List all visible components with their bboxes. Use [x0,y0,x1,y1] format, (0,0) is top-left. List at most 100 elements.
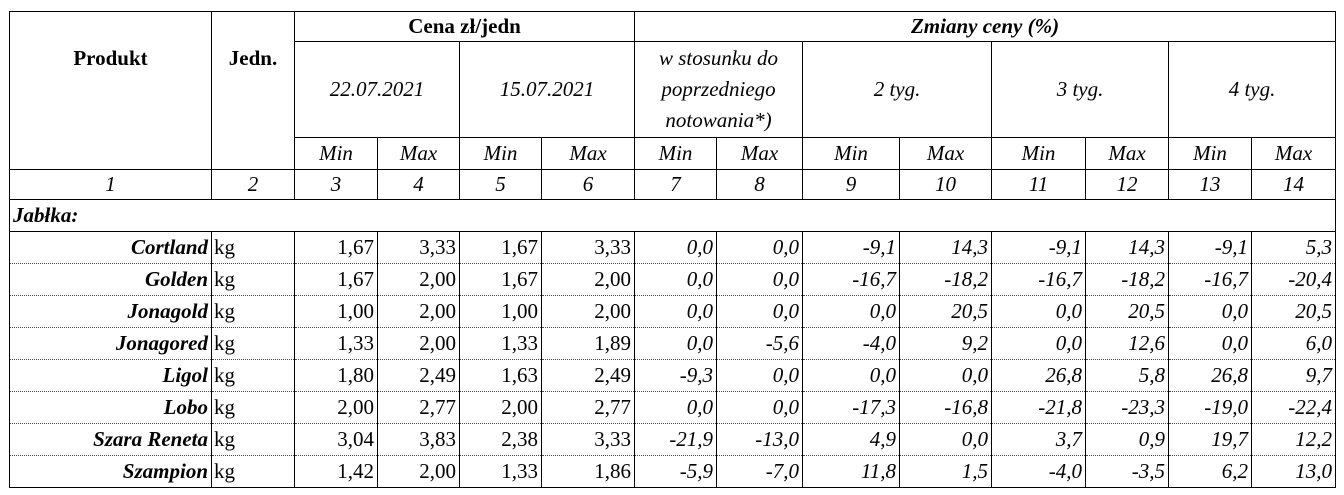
change-cell: 0,0 [634,391,718,424]
change-cell: -23,3 [1085,391,1170,424]
change-cell: 5,8 [1085,359,1170,392]
product-name: Ligol [9,359,212,392]
change-cell: 0,0 [1168,327,1253,360]
table-row: Golden kg 1,67 2,00 1,67 2,00 0,0 0,0 -16,7 -18,2… [9,263,1337,296]
change-cell: -16,7 [802,263,901,296]
change-cell: -19,0 [1168,391,1253,424]
price-cell: 1,42 [294,455,378,488]
change-cell: 0,0 [716,295,804,328]
product-unit: kg [211,295,295,328]
header-4-weeks: 4 tyg. [1168,41,1337,138]
change-cell: -16,7 [991,263,1087,296]
price-cell: 1,67 [459,231,542,264]
price-cell: 2,00 [541,295,636,328]
price-cell: 1,89 [541,327,636,360]
price-cell: 2,00 [377,455,460,488]
change-cell: -9,1 [1168,231,1253,264]
change-cell: 11,8 [802,455,901,488]
product-name: Cortland [9,231,212,264]
header-previous-notation: w stosunku do poprzedniego notowania*) [634,41,804,138]
column-number: 6 [541,169,636,200]
change-cell: 20,5 [1085,295,1170,328]
price-cell: 1,67 [294,231,378,264]
change-cell: -7,0 [716,455,804,488]
column-number: 10 [899,169,993,200]
table-row: Szampion kg 1,42 2,00 1,33 1,86 -5,9 -7,0 11,8 1,… [9,455,1337,488]
change-cell: 14,3 [1085,231,1170,264]
price-cell: 1,00 [294,295,378,328]
change-cell: -3,5 [1085,455,1170,488]
change-cell: -13,0 [716,423,804,456]
change-cell: 5,3 [1251,231,1337,264]
column-number: 8 [716,169,804,200]
change-cell: -20,4 [1251,263,1337,296]
price-cell: 1,86 [541,455,636,488]
header-produkt: Produkt [9,11,212,170]
price-cell: 1,33 [294,327,378,360]
price-table: Produkt Jedn. Cena zł/jedn Zmiany ceny (… [8,11,1337,488]
column-number: 2 [211,169,295,200]
table-row: Jonagold kg 1,00 2,00 1,00 2,00 0,0 0,0 0,0 20,5 0… [9,295,1337,328]
change-cell: -4,0 [802,327,901,360]
change-cell: 12,6 [1085,327,1170,360]
product-name: Jonagored [9,327,212,360]
table-row: Jonagored kg 1,33 2,00 1,33 1,89 0,0 -5,6 -4,0 9,… [9,327,1337,360]
header-min: Min [802,137,901,170]
price-cell: 2,77 [541,391,636,424]
change-cell: 13,0 [1251,455,1337,488]
column-number: 5 [459,169,542,200]
price-cell: 1,67 [459,263,542,296]
header-max: Max [1251,137,1337,170]
change-cell: 19,7 [1168,423,1253,456]
product-name: Golden [9,263,212,296]
header-min: Min [459,137,542,170]
header-max: Max [899,137,993,170]
column-number: 14 [1251,169,1337,200]
header-2-weeks: 2 tyg. [802,41,993,138]
price-cell: 1,33 [459,327,542,360]
section-label-jablka: Jabłka: [8,199,1337,232]
header-max: Max [377,137,460,170]
column-number: 11 [991,169,1087,200]
column-number: 4 [377,169,460,200]
price-cell: 2,77 [377,391,460,424]
data-rows: Cortland kg 1,67 3,33 1,67 3,33 0,0 0,0 -9,1 14,3… [9,231,1337,488]
price-cell: 1,00 [459,295,542,328]
change-cell: 0,0 [716,359,804,392]
table-row: Szara Reneta kg 3,04 3,83 2,38 3,33 -21,9 -13,0… [9,423,1337,456]
product-unit: kg [211,455,295,488]
price-cell: 3,33 [541,231,636,264]
change-cell: -21,9 [634,423,718,456]
column-number: 3 [294,169,378,200]
price-cell: 2,49 [541,359,636,392]
change-cell: 26,8 [1168,359,1253,392]
header-min: Min [294,137,378,170]
price-cell: 2,00 [377,327,460,360]
header-date-current: 22.07.2021 [294,41,460,138]
change-cell: -16,8 [899,391,993,424]
change-cell: 0,0 [899,359,993,392]
change-cell: -9,1 [802,231,901,264]
change-cell: 0,0 [634,327,718,360]
header-row-1: Produkt Jedn. Cena zł/jedn Zmiany ceny (… [9,11,1337,170]
change-cell: -18,2 [899,263,993,296]
price-cell: 3,83 [377,423,460,456]
price-cell: 1,67 [294,263,378,296]
price-cell: 2,00 [541,263,636,296]
column-number: 9 [802,169,901,200]
header-date-previous: 15.07.2021 [459,41,636,138]
change-cell: 0,0 [991,295,1087,328]
change-cell: 14,3 [899,231,993,264]
change-cell: -5,9 [634,455,718,488]
header-min: Min [991,137,1087,170]
change-cell: -18,2 [1085,263,1170,296]
product-name: Szampion [9,455,212,488]
product-name: Lobo [9,391,212,424]
change-cell: 0,0 [634,231,718,264]
change-cell: 9,2 [899,327,993,360]
table-row: Cortland kg 1,67 3,33 1,67 3,33 0,0 0,0 -9,1 14,3… [9,231,1337,264]
price-cell: 3,04 [294,423,378,456]
change-cell: 9,7 [1251,359,1337,392]
change-cell: -21,8 [991,391,1087,424]
header-zmiany: Zmiany ceny (%) [634,11,1337,42]
